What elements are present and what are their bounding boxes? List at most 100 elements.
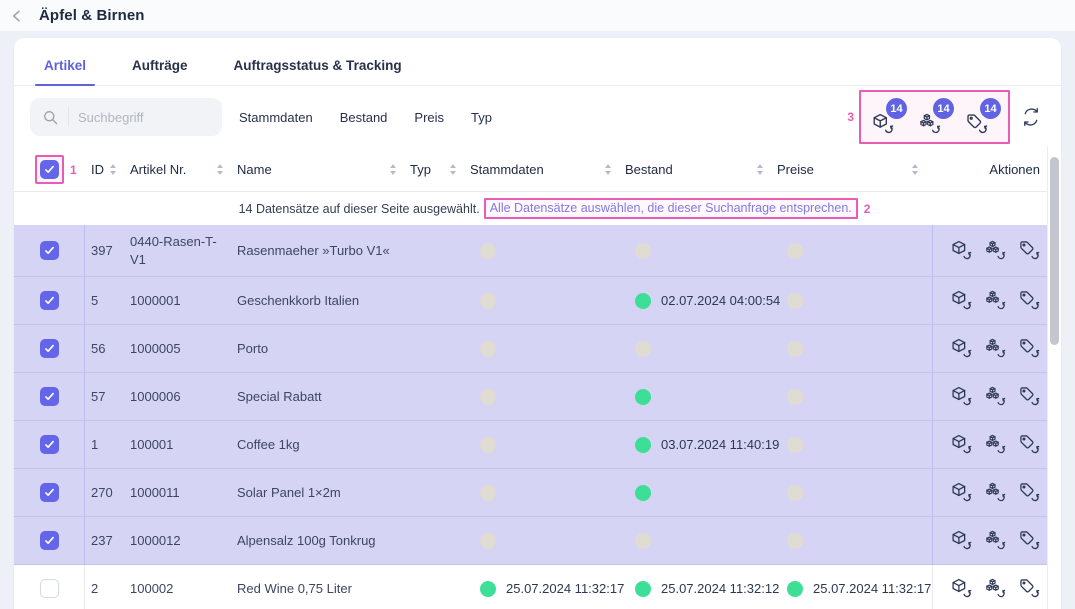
sort-icon[interactable] bbox=[108, 163, 118, 176]
row-sync-preise-button[interactable] bbox=[1019, 386, 1040, 407]
preise-status-dot bbox=[787, 388, 803, 405]
row-checkbox[interactable] bbox=[39, 339, 59, 359]
row-sync-preise-button[interactable] bbox=[1019, 240, 1040, 261]
bulk-sync-preise-button[interactable]: 14 bbox=[966, 98, 1001, 135]
row-typ bbox=[410, 325, 470, 372]
row-checkbox[interactable] bbox=[39, 531, 59, 551]
table-row: 56 1000005 Porto bbox=[14, 325, 1061, 374]
filter-preis[interactable]: Preis bbox=[414, 109, 445, 125]
table-row: 1 100001 Coffee 1kg 03.07.2024 11:40:19 bbox=[14, 421, 1061, 470]
row-sync-stammdaten-button[interactable] bbox=[951, 240, 972, 261]
back-chevron-icon[interactable] bbox=[9, 8, 25, 24]
row-sync-bestand-button[interactable] bbox=[985, 482, 1006, 503]
row-sync-preise-button[interactable] bbox=[1019, 578, 1040, 599]
row-sync-bestand-button[interactable] bbox=[985, 434, 1006, 455]
row-sync-stammdaten-button[interactable] bbox=[951, 386, 972, 407]
tag-sync-icon bbox=[1019, 338, 1040, 359]
bulk-sync-annotation-box: 14 14 14 bbox=[859, 90, 1010, 144]
search-box[interactable] bbox=[30, 98, 222, 136]
filter-typ[interactable]: Typ bbox=[471, 109, 492, 125]
row-sync-stammdaten-button[interactable] bbox=[951, 482, 972, 503]
row-select-cell bbox=[14, 373, 85, 421]
row-typ bbox=[410, 517, 470, 564]
filter-bestand[interactable]: Bestand bbox=[339, 109, 388, 125]
row-sync-bestand-button[interactable] bbox=[985, 578, 1006, 599]
annotation-label-3: 3 bbox=[847, 110, 854, 124]
row-checkbox[interactable] bbox=[39, 291, 59, 311]
row-name: Coffee 1kg bbox=[237, 436, 300, 452]
tab-artikel[interactable]: Artikel bbox=[35, 56, 96, 86]
search-input[interactable] bbox=[78, 109, 188, 125]
preise-status-dot bbox=[787, 242, 803, 259]
row-sync-bestand-button[interactable] bbox=[985, 386, 1006, 407]
table-header-row: 1 ID Artikel Nr. Name Typ Stammdaten bbox=[14, 148, 1061, 192]
bestand-status-dot bbox=[635, 532, 651, 549]
tag-sync-icon bbox=[1019, 290, 1040, 311]
sort-icon[interactable] bbox=[603, 163, 613, 176]
select-all-matching-link[interactable]: Alle Datensätze auswählen, die dieser Su… bbox=[489, 201, 852, 215]
row-sync-stammdaten-button[interactable] bbox=[951, 290, 972, 311]
preise-status-dot bbox=[787, 484, 803, 501]
row-preise-status bbox=[777, 325, 932, 372]
row-sync-stammdaten-button[interactable] bbox=[951, 434, 972, 455]
row-stammdaten-status bbox=[470, 373, 625, 420]
row-name: Solar Panel 1×2m bbox=[237, 484, 341, 500]
select-all-header-cell: 1 bbox=[14, 148, 85, 191]
sort-icon[interactable] bbox=[448, 163, 458, 176]
preise-status-dot bbox=[787, 580, 803, 597]
tab-auftraege[interactable]: Aufträge bbox=[132, 58, 188, 73]
row-checkbox[interactable] bbox=[39, 387, 59, 407]
row-checkbox[interactable] bbox=[39, 435, 59, 455]
preise-status-dot bbox=[787, 532, 803, 549]
select-all-checkbox[interactable] bbox=[40, 160, 59, 179]
row-sync-bestand-button[interactable] bbox=[985, 338, 1006, 359]
row-preise-status: 25.07.2024 11:32:17 bbox=[777, 565, 932, 609]
row-sync-bestand-button[interactable] bbox=[985, 530, 1006, 551]
row-sync-preise-button[interactable] bbox=[1019, 338, 1040, 359]
tag-sync-icon bbox=[1019, 434, 1040, 455]
bulk-sync-stammdaten-button[interactable]: 14 bbox=[872, 98, 907, 135]
stammdaten-status-dot bbox=[480, 388, 496, 405]
stammdaten-count-badge: 14 bbox=[886, 98, 907, 119]
stammdaten-status-dot bbox=[480, 484, 496, 501]
cube-sync-icon bbox=[951, 482, 972, 503]
refresh-icon[interactable] bbox=[1021, 107, 1041, 127]
row-actions bbox=[932, 373, 1061, 421]
annotation-box-2: Alle Datensätze auswählen, die dieser Su… bbox=[483, 198, 858, 219]
tab-auftragsstatus-tracking[interactable]: Auftragsstatus & Tracking bbox=[233, 58, 402, 73]
row-actions bbox=[932, 325, 1061, 373]
row-sync-stammdaten-button[interactable] bbox=[951, 338, 972, 359]
row-preise-status bbox=[777, 469, 932, 516]
row-checkbox[interactable] bbox=[39, 241, 59, 261]
row-sync-preise-button[interactable] bbox=[1019, 530, 1040, 551]
row-sync-stammdaten-button[interactable] bbox=[951, 530, 972, 551]
row-sync-preise-button[interactable] bbox=[1019, 482, 1040, 503]
preise-status-dot bbox=[787, 340, 803, 357]
row-sync-bestand-button[interactable] bbox=[985, 290, 1006, 311]
row-bestand-status bbox=[625, 325, 777, 372]
row-actions bbox=[932, 277, 1061, 325]
annotation-box-1 bbox=[35, 155, 64, 184]
sort-icon[interactable] bbox=[388, 163, 398, 176]
row-bestand-status bbox=[625, 469, 777, 516]
scrollbar-thumb[interactable] bbox=[1050, 157, 1059, 345]
bulk-sync-bestand-button[interactable]: 14 bbox=[919, 98, 954, 135]
tag-sync-icon bbox=[1019, 482, 1040, 503]
sort-icon[interactable] bbox=[755, 163, 765, 176]
sort-icon[interactable] bbox=[910, 163, 920, 176]
row-checkbox[interactable] bbox=[39, 579, 59, 599]
preise-status-dot bbox=[787, 292, 803, 309]
row-sync-stammdaten-button[interactable] bbox=[951, 578, 972, 599]
vertical-scrollbar[interactable] bbox=[1047, 146, 1061, 609]
row-preise-status bbox=[777, 517, 932, 564]
row-sync-preise-button[interactable] bbox=[1019, 434, 1040, 455]
stammdaten-status-dot bbox=[480, 292, 496, 309]
bestand-status-dot bbox=[635, 292, 651, 309]
row-sync-preise-button[interactable] bbox=[1019, 290, 1040, 311]
row-sync-bestand-button[interactable] bbox=[985, 240, 1006, 261]
sort-icon[interactable] bbox=[215, 163, 225, 176]
column-header-typ: Typ bbox=[410, 148, 470, 191]
row-checkbox[interactable] bbox=[39, 483, 59, 503]
bestand-status-dot bbox=[635, 388, 651, 405]
filter-stammdaten[interactable]: Stammdaten bbox=[239, 109, 313, 125]
